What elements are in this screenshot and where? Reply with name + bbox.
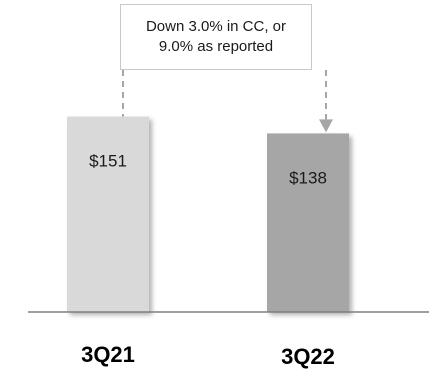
annotation-line-2: 9.0% as reported [158,38,274,55]
data-label-3q21: $151 [89,152,127,171]
annotation-line-1: Down 3.0% in CC, or [145,18,287,35]
bar-3q21 [67,116,149,313]
connector-arrowhead [319,119,333,133]
bar-3q22 [267,133,349,312]
data-label-3q22: $138 [289,168,327,187]
annotation-callout: Down 3.0% in CC, or 9.0% as reported [120,4,312,70]
x-tick-label-3q21: 3Q21 [81,342,135,367]
x-tick-label-3q22: 3Q22 [281,344,335,369]
